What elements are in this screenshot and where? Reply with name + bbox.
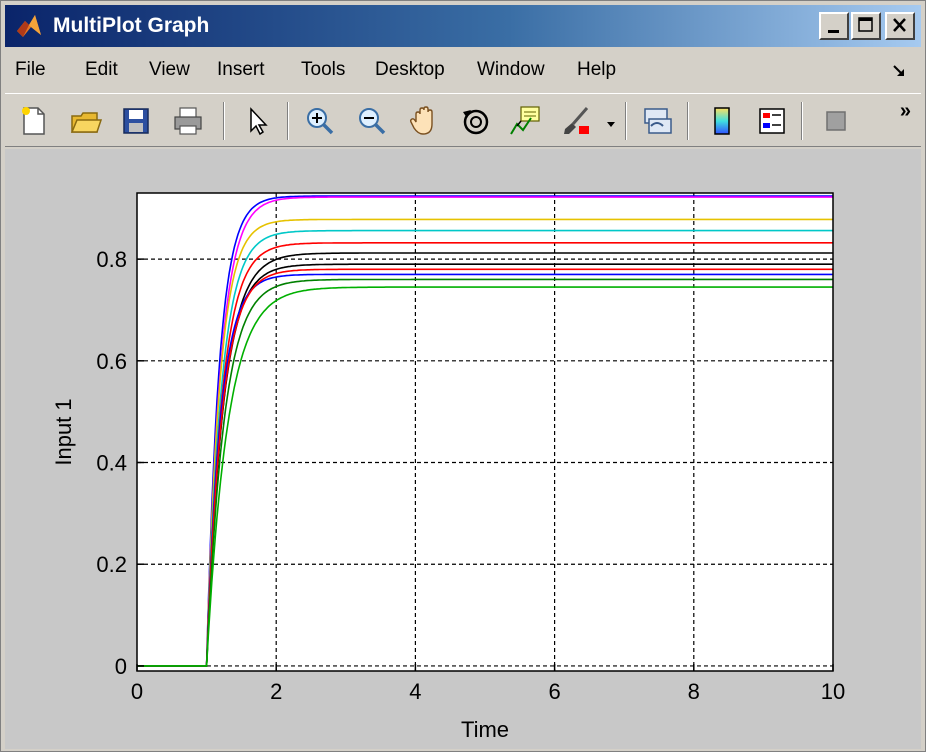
- menu-tools[interactable]: Tools: [301, 59, 346, 80]
- maximize-button[interactable]: [851, 12, 881, 40]
- toolbar-separator: [287, 102, 289, 140]
- y-tick-label: 0.6: [96, 349, 127, 374]
- print-figure-icon[interactable]: [171, 104, 205, 138]
- title-bar[interactable]: MultiPlot Graph: [5, 5, 921, 47]
- brush-dropdown-icon[interactable]: [603, 104, 619, 138]
- menu-insert[interactable]: Insert: [217, 59, 265, 80]
- y-tick-label: 0.2: [96, 552, 127, 577]
- open-file-icon[interactable]: [69, 104, 103, 138]
- y-tick-label: 0.8: [96, 247, 127, 272]
- x-tick-label: 2: [270, 679, 282, 704]
- new-figure-icon[interactable]: [17, 104, 51, 138]
- series-line-5[interactable]: [137, 242, 833, 667]
- axes-box: [136, 192, 834, 672]
- colorbar-icon[interactable]: [705, 104, 739, 138]
- menu-edit[interactable]: Edit: [85, 59, 118, 80]
- x-axis-label: Time: [461, 717, 509, 742]
- close-icon: [893, 18, 906, 32]
- save-figure-icon[interactable]: [119, 104, 153, 138]
- series-line-11[interactable]: [137, 286, 833, 667]
- toolbar-separator: [801, 102, 803, 140]
- menu-desktop[interactable]: Desktop: [375, 59, 445, 80]
- figure-toolbar: »: [5, 93, 921, 147]
- menu-help[interactable]: Help: [577, 59, 617, 80]
- link-plot-icon[interactable]: [641, 104, 675, 138]
- zoom-out-icon[interactable]: [355, 104, 389, 138]
- y-tick-label: 0: [115, 654, 127, 679]
- dock-figure-icon[interactable]: [891, 63, 907, 79]
- menu-bar: File Edit View Insert Tools Desktop Wind…: [5, 53, 921, 87]
- menu-view[interactable]: View: [149, 59, 190, 80]
- series-line-7[interactable]: [137, 263, 833, 667]
- x-tick-label: 4: [409, 679, 421, 704]
- minimize-icon: [828, 30, 839, 33]
- data-cursor-icon[interactable]: [509, 104, 543, 138]
- series-line-2[interactable]: [137, 196, 833, 667]
- rotate-3d-icon[interactable]: [459, 104, 493, 138]
- legend-icon[interactable]: [755, 104, 789, 138]
- series-line-4[interactable]: [137, 229, 833, 667]
- series-line-9[interactable]: [137, 268, 833, 667]
- figure-area: 0 2 4 6 8 10 0 0.2 0.4 0.6 0.8 Time Input 1: [5, 149, 921, 749]
- series-line-6[interactable]: [137, 252, 833, 667]
- toolbar-separator: [687, 102, 689, 140]
- matlab-logo-icon: [17, 15, 41, 37]
- brush-icon[interactable]: [561, 104, 595, 138]
- toolbar-separator: [625, 102, 627, 140]
- x-tick-label: 10: [821, 679, 845, 704]
- series-line-3[interactable]: [137, 218, 833, 667]
- minimize-button[interactable]: [819, 12, 849, 40]
- series-line-10[interactable]: [137, 278, 833, 667]
- x-tick-label: 0: [131, 679, 143, 704]
- y-axis-label: Input 1: [51, 398, 76, 465]
- y-tick-label: 0.4: [96, 451, 127, 476]
- edit-plot-icon[interactable]: [241, 104, 275, 138]
- x-tick-label: 6: [548, 679, 560, 704]
- menu-file[interactable]: File: [15, 59, 46, 80]
- pan-icon[interactable]: [407, 104, 441, 138]
- toolbar-overflow[interactable]: »: [899, 100, 911, 122]
- toolbar-separator: [223, 102, 225, 140]
- menu-window[interactable]: Window: [477, 59, 545, 80]
- zoom-in-icon[interactable]: [303, 104, 337, 138]
- plot-tools-icon[interactable]: [819, 104, 853, 138]
- window-title: MultiPlot Graph: [53, 14, 210, 37]
- plot-area[interactable]: [137, 193, 833, 671]
- x-tick-label: 8: [688, 679, 700, 704]
- line-chart[interactable]: 0 2 4 6 8 10 0 0.2 0.4 0.6 0.8 Time Input 1: [5, 149, 921, 749]
- series-line-1[interactable]: [137, 195, 833, 667]
- maximize-icon: [858, 17, 873, 32]
- close-button[interactable]: [885, 12, 915, 40]
